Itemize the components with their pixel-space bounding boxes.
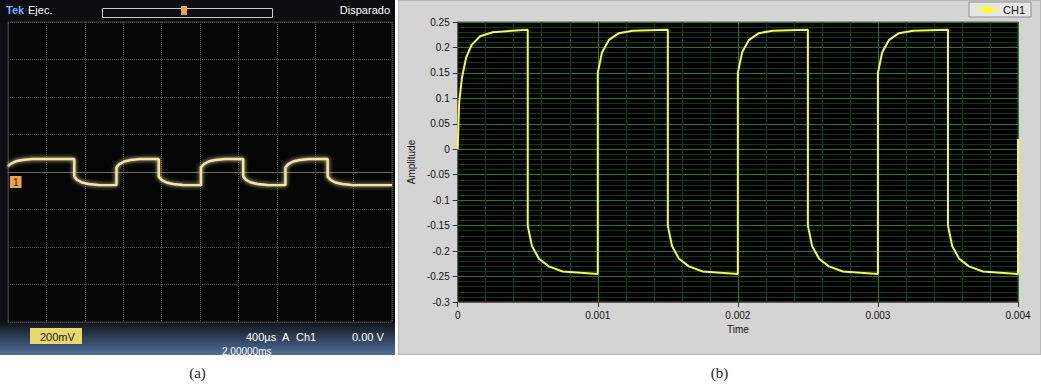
svg-text:A: A [282, 331, 290, 343]
svg-text:0.00 V: 0.00 V [352, 331, 384, 343]
svg-text:0.004: 0.004 [1005, 310, 1030, 321]
svg-text:Time: Time [727, 324, 749, 335]
svg-text:0.05: 0.05 [430, 118, 450, 129]
svg-text:0.25: 0.25 [430, 17, 450, 28]
svg-text:200mV: 200mV [40, 331, 76, 343]
svg-text:0.2: 0.2 [436, 42, 450, 53]
svg-text:0.003: 0.003 [865, 310, 890, 321]
svg-text:400µs: 400µs [246, 331, 277, 343]
svg-text:0.002: 0.002 [725, 310, 750, 321]
svg-text:-0.2: -0.2 [432, 246, 450, 257]
svg-text:2.00000ms: 2.00000ms [222, 346, 271, 357]
svg-text:Tek: Tek [6, 4, 25, 16]
svg-text:-0.25: -0.25 [427, 271, 450, 282]
svg-text:CH1: CH1 [1003, 4, 1025, 16]
svg-text:0.1: 0.1 [436, 93, 450, 104]
svg-text:Amplitude: Amplitude [406, 139, 417, 184]
svg-text:0: 0 [455, 310, 461, 321]
svg-text:-0.05: -0.05 [427, 169, 450, 180]
svg-text:-0.3: -0.3 [432, 297, 450, 308]
svg-text:0.001: 0.001 [585, 310, 610, 321]
svg-text:-0.15: -0.15 [427, 220, 450, 231]
svg-text:Ch1: Ch1 [296, 331, 316, 343]
svg-text:Ejec.: Ejec. [28, 4, 52, 16]
svg-text:0: 0 [444, 144, 450, 155]
svg-text:(a): (a) [189, 365, 206, 382]
svg-text:0.15: 0.15 [430, 67, 450, 78]
svg-text:Disparado: Disparado [340, 4, 390, 16]
svg-text:1: 1 [13, 177, 19, 188]
svg-text:-0.1: -0.1 [432, 195, 450, 206]
svg-text:(b): (b) [711, 365, 729, 382]
